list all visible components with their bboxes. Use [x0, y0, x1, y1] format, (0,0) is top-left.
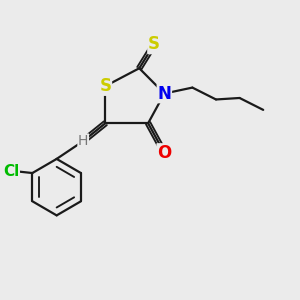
Text: S: S — [99, 77, 111, 95]
Text: S: S — [148, 35, 160, 53]
Text: H: H — [78, 134, 88, 148]
Text: O: O — [157, 144, 172, 162]
Text: N: N — [158, 85, 171, 103]
Text: Cl: Cl — [3, 164, 19, 179]
